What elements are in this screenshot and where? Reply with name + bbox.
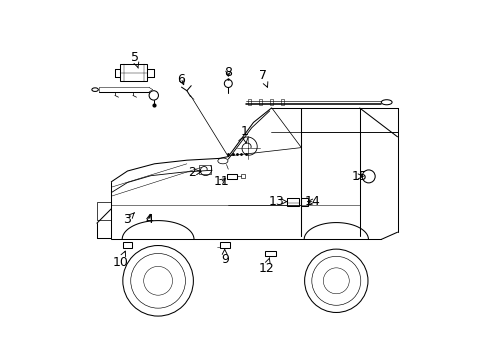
Text: 15: 15 (351, 170, 367, 183)
Text: 11: 11 (213, 175, 228, 188)
Text: 12: 12 (258, 258, 273, 275)
Text: 5: 5 (130, 51, 139, 68)
Text: 6: 6 (177, 73, 185, 86)
Text: 3: 3 (123, 213, 134, 226)
Text: 8: 8 (224, 66, 232, 78)
Text: 1: 1 (240, 125, 248, 143)
Text: 14: 14 (305, 195, 320, 208)
Text: 13: 13 (268, 195, 287, 208)
Text: 10: 10 (112, 251, 128, 269)
Text: 7: 7 (258, 69, 267, 87)
Text: 2: 2 (188, 166, 201, 179)
Text: 4: 4 (145, 213, 153, 226)
Text: 9: 9 (220, 248, 228, 266)
